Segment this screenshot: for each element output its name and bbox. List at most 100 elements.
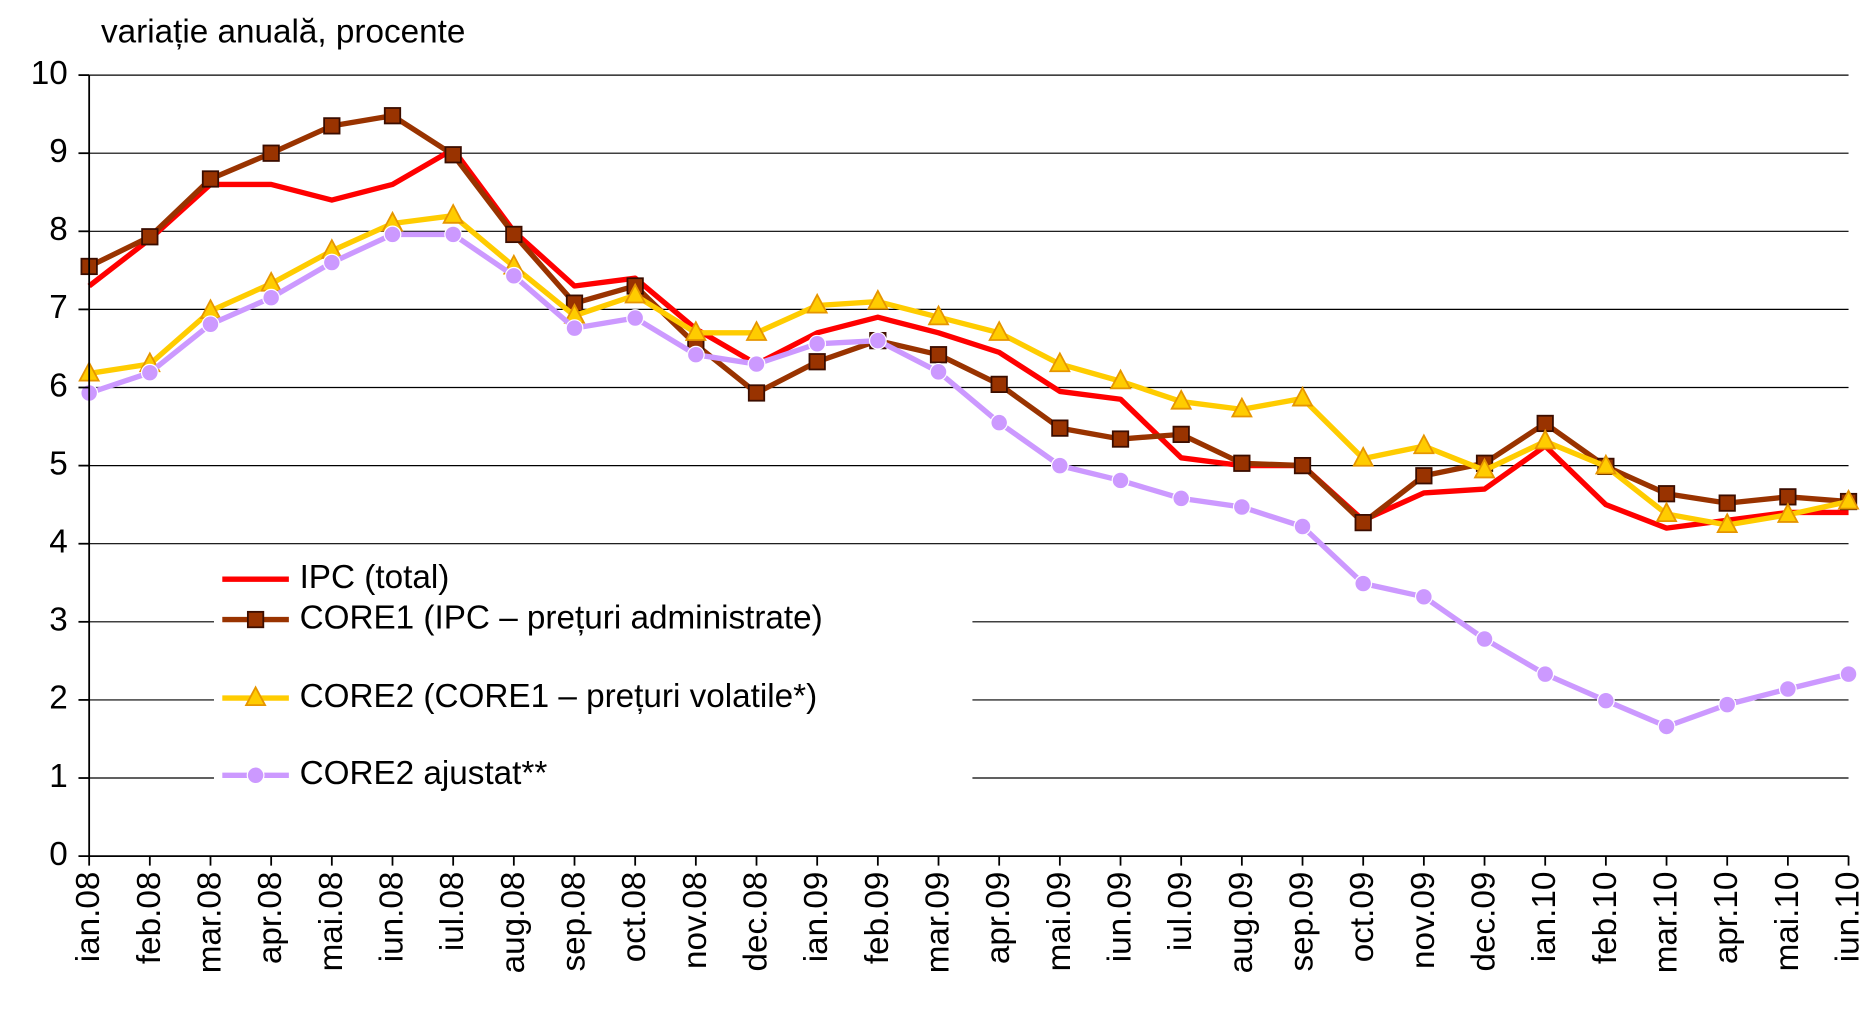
marker-circle [1232, 498, 1251, 516]
chart-title: variație anuală, procente [101, 13, 465, 50]
marker-square [262, 144, 280, 162]
y-tick-label: 4 [49, 524, 68, 561]
series-line [88, 213, 1850, 528]
marker-triangle [1230, 396, 1253, 418]
marker-triangle [244, 685, 267, 707]
marker-circle [1414, 587, 1433, 606]
y-tick-label: 9 [49, 133, 68, 170]
marker-circle [808, 334, 827, 353]
marker-square [929, 346, 948, 364]
marker-circle [929, 362, 948, 381]
marker-circle [322, 253, 341, 272]
marker-circle [565, 319, 584, 338]
marker-square [747, 384, 766, 402]
marker-triangle [1412, 433, 1435, 455]
x-tick-label: mai.08 [313, 872, 350, 972]
marker-circle [1111, 471, 1130, 490]
marker-square [1718, 494, 1736, 512]
x-tick-label: iun.10 [1830, 872, 1864, 963]
marker-triangle [988, 320, 1011, 341]
marker-square [1354, 514, 1372, 532]
y-tick-label: 10 [31, 55, 68, 92]
marker-circle [1536, 665, 1555, 684]
x-tick-label: mai.10 [1769, 872, 1806, 972]
marker-square [1051, 419, 1069, 437]
x-tick-label: mar.08 [191, 872, 228, 974]
marker-triangle [1594, 453, 1617, 475]
marker-square [323, 117, 341, 135]
marker-triangle [624, 282, 647, 304]
legend-label: IPC (total) [300, 559, 450, 596]
marker-circle [1050, 456, 1069, 475]
x-tick-label: dec.08 [737, 872, 774, 972]
marker-circle [262, 288, 281, 307]
marker-square [246, 610, 265, 629]
legend-label: CORE2 (CORE1 – prețuri volatile*) [300, 678, 818, 715]
marker-circle [504, 266, 523, 285]
x-tick-label: dec.09 [1466, 872, 1503, 972]
marker-square [1657, 485, 1676, 503]
marker-triangle [1534, 428, 1557, 450]
marker-triangle [1291, 385, 1314, 407]
x-tick-label: mar.09 [920, 872, 957, 974]
marker-triangle [1716, 512, 1739, 533]
series-line [88, 231, 1850, 730]
legend-label: CORE1 (IPC – prețuri administrate) [300, 599, 823, 636]
y-tick-label: 6 [49, 367, 68, 404]
x-tick-label: nov.08 [677, 872, 714, 969]
x-tick-label: feb.09 [859, 872, 896, 965]
marker-circle [1839, 665, 1858, 684]
x-tick-label: ian.08 [70, 872, 107, 963]
marker-square [1415, 467, 1433, 485]
marker-circle [990, 413, 1009, 432]
y-tick-label: 0 [49, 836, 68, 873]
marker-triangle [806, 292, 829, 314]
y-tick-label: 2 [49, 680, 68, 717]
marker-triangle [1048, 351, 1071, 373]
marker-square [444, 146, 462, 164]
marker-square [1293, 456, 1312, 475]
marker-square [1233, 454, 1251, 472]
marker-triangle [1170, 388, 1193, 410]
marker-circle [1778, 680, 1797, 698]
marker-circle [626, 309, 645, 327]
marker-square [505, 225, 523, 244]
x-tick-label: nov.09 [1405, 872, 1442, 969]
y-tick-label: 7 [49, 289, 68, 326]
marker-triangle [1776, 502, 1799, 523]
x-tick-label: feb.08 [131, 872, 168, 965]
marker-circle [201, 315, 220, 334]
marker-circle [1596, 691, 1615, 710]
x-tick-label: iul.09 [1162, 872, 1199, 952]
x-tick-label: ian.10 [1526, 872, 1563, 963]
x-tick-label: iul.08 [434, 872, 471, 952]
x-tick-label: apr.10 [1708, 872, 1745, 965]
x-tick-label: iun.09 [1102, 872, 1139, 963]
marker-square [383, 107, 402, 125]
x-tick-label: sep.09 [1284, 872, 1321, 972]
marker-circle [246, 766, 265, 785]
x-tick-label: feb.10 [1587, 872, 1624, 965]
legend-label: CORE2 ajustat** [300, 755, 548, 792]
marker-circle [1718, 695, 1737, 714]
x-tick-label: mar.10 [1648, 872, 1685, 974]
marker-triangle [1837, 488, 1860, 510]
marker-circle [868, 331, 887, 350]
x-tick-label: aug.08 [495, 872, 532, 974]
marker-circle [686, 345, 705, 364]
marker-circle [1475, 630, 1494, 648]
x-tick-label: aug.09 [1223, 872, 1260, 974]
marker-square [1172, 425, 1190, 443]
marker-triangle [442, 203, 465, 224]
x-tick-label: ian.09 [798, 872, 835, 963]
marker-circle [140, 363, 159, 382]
x-tick-label: apr.08 [252, 872, 289, 965]
marker-triangle [1352, 445, 1375, 467]
marker-triangle [684, 320, 707, 341]
marker-triangle [927, 304, 950, 326]
marker-circle [747, 355, 766, 373]
series-line [87, 146, 1849, 531]
legend-box [213, 550, 973, 810]
marker-circle [1293, 517, 1312, 536]
